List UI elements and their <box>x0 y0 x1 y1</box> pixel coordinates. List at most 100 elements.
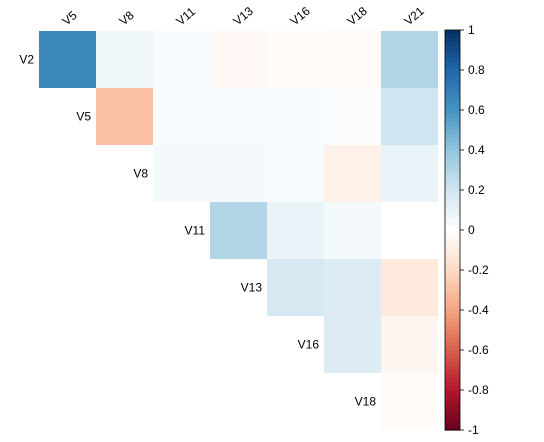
colorbar-segment <box>445 270 460 275</box>
colorbar-segment <box>445 150 460 155</box>
row-label: V8 <box>133 167 148 181</box>
column-label: V18 <box>344 4 370 29</box>
heatmap-cell-v11-v16 <box>267 202 324 259</box>
row-label: V5 <box>76 110 91 124</box>
colorbar-tick-label: 0.6 <box>468 103 485 117</box>
heatmap-cell-v8-v18 <box>324 145 381 202</box>
heatmap-cell-v8-v21 <box>381 145 438 202</box>
colorbar-segment <box>445 346 460 351</box>
colorbar-segment <box>445 386 460 391</box>
colorbar-ticks: 1 0.8 0.6 0.4 0.2 0 -0.2 -0.4 -0.6 -0.8 -1 <box>460 23 489 437</box>
colorbar-tick-label: -0.4 <box>468 303 489 317</box>
heatmap-cell-v8-v13 <box>210 145 267 202</box>
colorbar-segment <box>445 398 460 403</box>
heatmap-cell-v16-v21 <box>381 316 438 373</box>
heatmap-cells <box>39 31 438 430</box>
colorbar-segment <box>445 50 460 55</box>
colorbar-segment <box>445 54 460 59</box>
heatmap-cell-v5-v11 <box>153 88 210 145</box>
colorbar-segment <box>445 426 460 431</box>
heatmap-cell-v5-v13 <box>210 88 267 145</box>
colorbar-segment <box>445 154 460 159</box>
colorbar-segment <box>445 142 460 147</box>
colorbar-segment <box>445 422 460 427</box>
colorbar-segment <box>445 402 460 407</box>
row-label: V11 <box>185 224 206 238</box>
colorbar-segment <box>445 306 460 311</box>
heatmap-cell-v2-v8 <box>96 31 153 88</box>
colorbar-segment <box>445 338 460 343</box>
column-label: V11 <box>173 4 198 28</box>
colorbar-segment <box>445 82 460 87</box>
colorbar-segment <box>445 38 460 43</box>
colorbar-segment <box>445 354 460 359</box>
colorbar-segment <box>445 262 460 267</box>
colorbar-segment <box>445 242 460 247</box>
colorbar-segment <box>445 234 460 239</box>
colorbar-segment <box>445 366 460 371</box>
colorbar-segment <box>445 394 460 399</box>
colorbar-segment <box>445 374 460 379</box>
column-label: V13 <box>230 4 256 29</box>
colorbar-segment <box>445 358 460 363</box>
colorbar-segment <box>445 230 460 235</box>
colorbar-tick-label: 0 <box>468 223 475 237</box>
row-label: V2 <box>19 53 34 67</box>
colorbar-tick-label: -0.2 <box>468 263 489 277</box>
colorbar-segment <box>445 246 460 251</box>
heatmap-cell-v16-v18 <box>324 316 381 373</box>
colorbar-segment <box>445 206 460 211</box>
heatmap-cell-v11-v21 <box>381 202 438 259</box>
colorbar-segment <box>445 42 460 47</box>
colorbar-segment <box>445 106 460 111</box>
colorbar-segment <box>445 186 460 191</box>
colorbar-segment <box>445 130 460 135</box>
heatmap-cell-v2-v18 <box>324 31 381 88</box>
heatmap-cell-v13-v18 <box>324 259 381 316</box>
colorbar-segment <box>445 90 460 95</box>
colorbar-tick-label: -0.8 <box>468 383 489 397</box>
colorbar-segment <box>445 30 460 35</box>
colorbar-segment <box>445 266 460 271</box>
colorbar-segment <box>445 350 460 355</box>
colorbar-segment <box>445 410 460 415</box>
colorbar-segment <box>445 286 460 291</box>
colorbar-segment <box>445 166 460 171</box>
colorbar-segment <box>445 182 460 187</box>
colorbar-segment <box>445 226 460 231</box>
heatmap-cell-v18-v21 <box>381 373 438 430</box>
colorbar-segment <box>445 62 460 67</box>
colorbar-segment <box>445 222 460 227</box>
heatmap-cell-v2-v21 <box>381 31 438 88</box>
heatmap-cell-v11-v13 <box>210 202 267 259</box>
colorbar-segment <box>445 138 460 143</box>
colorbar-segment <box>445 46 460 51</box>
colorbar-segment <box>445 254 460 259</box>
colorbar-segment <box>445 178 460 183</box>
column-label: V8 <box>116 8 136 28</box>
colorbar-segment <box>445 158 460 163</box>
colorbar-segment <box>445 334 460 339</box>
colorbar-segment <box>445 250 460 255</box>
colorbar-segment <box>445 162 460 167</box>
heatmap-cell-v5-v8 <box>96 88 153 145</box>
colorbar-segment <box>445 110 460 115</box>
colorbar-segment <box>445 118 460 123</box>
colorbar-segment <box>445 258 460 263</box>
colorbar-tick-label: -1 <box>468 423 479 437</box>
heatmap-cell-v5-v21 <box>381 88 438 145</box>
column-label: V16 <box>287 4 313 29</box>
row-labels: V2 V5 V8 V11 V13 V16 V18 <box>19 53 376 409</box>
colorbar-segment <box>445 314 460 319</box>
heatmap-cell-v2-v5 <box>39 31 96 88</box>
colorbar-tick-label: 0.8 <box>468 63 485 77</box>
colorbar-segment <box>445 78 460 83</box>
colorbar-tick-label: 0.2 <box>468 183 485 197</box>
colorbar-segment <box>445 214 460 219</box>
colorbar-segment <box>445 406 460 411</box>
heatmap-cell-v2-v13 <box>210 31 267 88</box>
heatmap-cell-v8-v16 <box>267 145 324 202</box>
colorbar-segment <box>445 126 460 131</box>
colorbar-segment <box>445 198 460 203</box>
